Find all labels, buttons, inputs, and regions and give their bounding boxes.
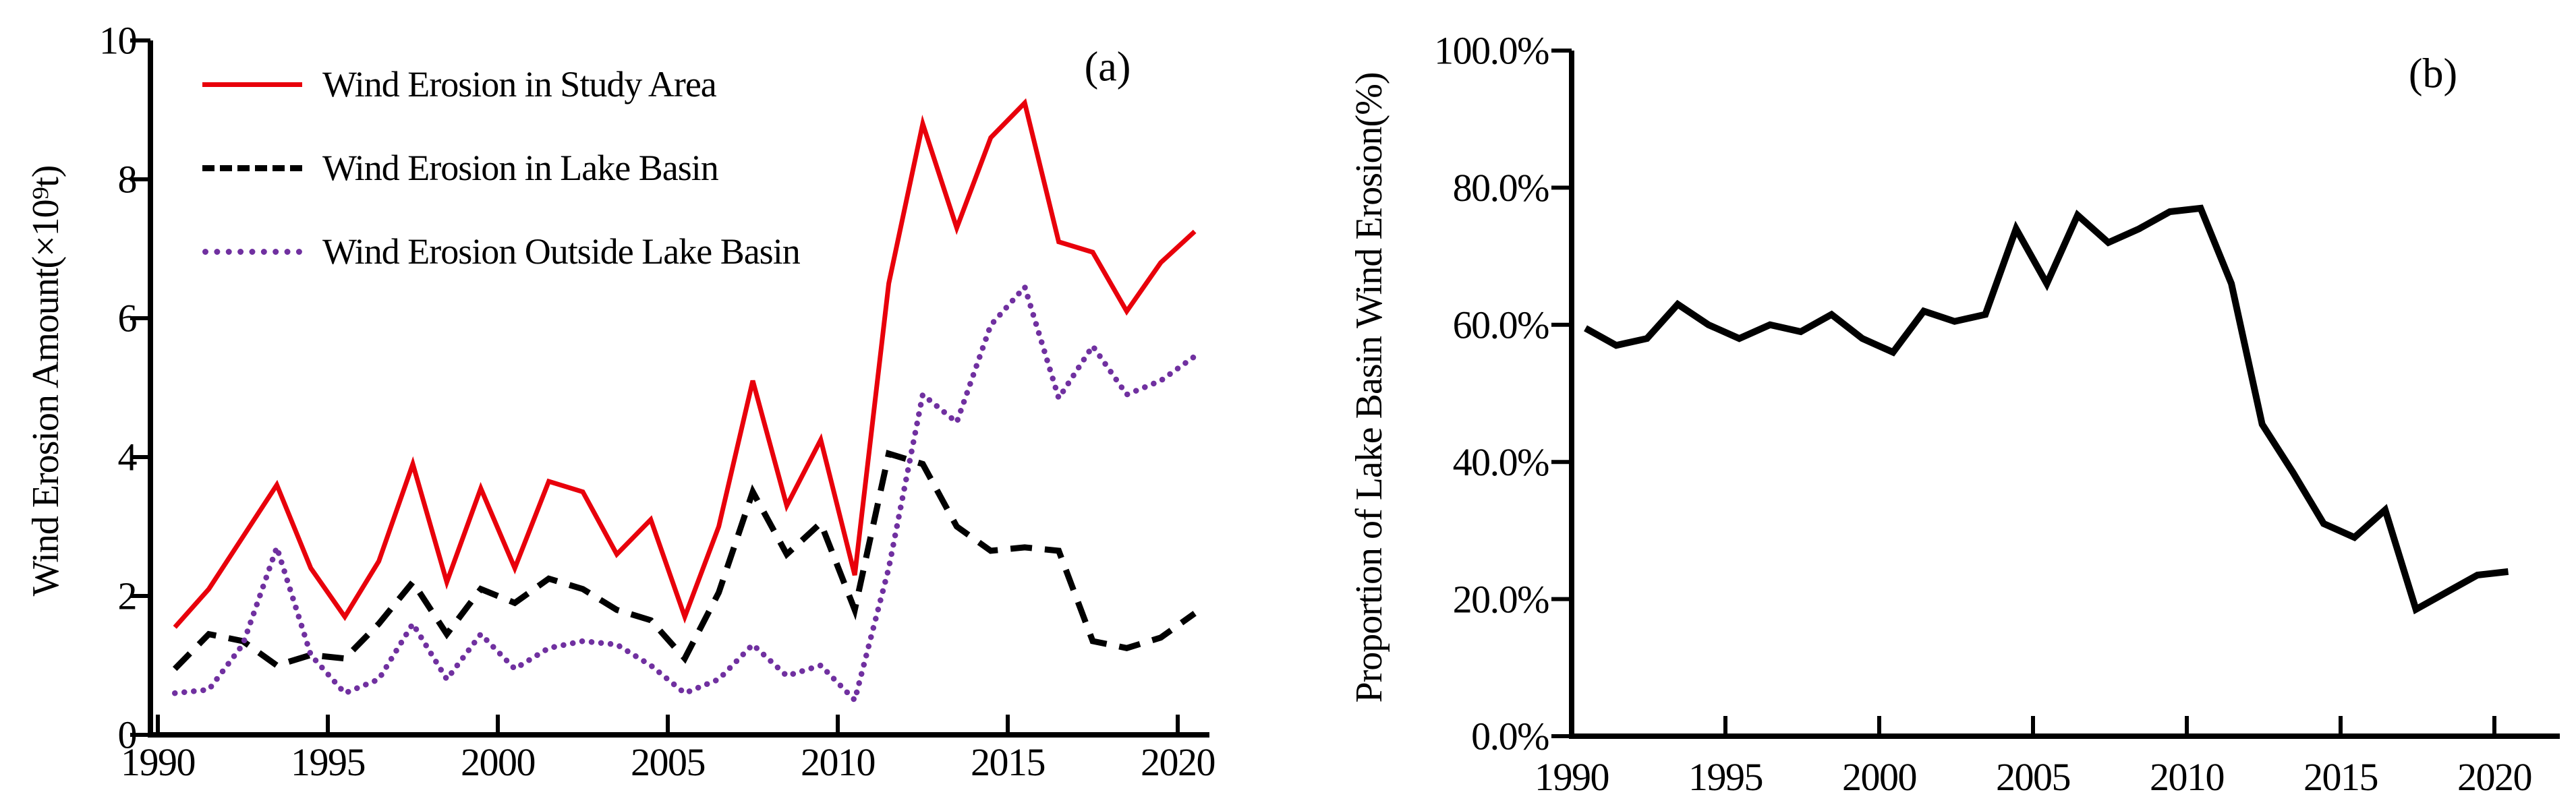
panel-a-y-tick-label: 0 [118, 713, 137, 757]
panel-b-axis [1569, 51, 2560, 739]
panel-a-tag: (a) [1084, 44, 1131, 90]
panel-b-y-tick-label: 0.0% [1471, 715, 1549, 758]
series-wind-erosion-in-lake-basin [172, 450, 1197, 671]
panel-a-x-tick-label: 2010 [801, 740, 875, 784]
dashed-black-line-icon [202, 164, 302, 171]
panel-a-y-tick-label: 2 [118, 574, 137, 618]
panel-b-x-tick-label: 2005 [1996, 755, 2070, 799]
legend-item-study-area: Wind Erosion in Study Area [202, 64, 800, 104]
panel-b-x-tick-label: 1995 [1688, 755, 1763, 799]
panel-b-y-axis-title: Proportion of Lake Basin Wind Erosion(%) [1348, 72, 1390, 703]
panel-b-y-tick-label: 80.0% [1453, 166, 1549, 210]
panel-b-y-tick-label: 40.0% [1453, 440, 1549, 484]
panel-b-x-tick-label: 2020 [2457, 755, 2531, 799]
panel-a-x-tick-label: 1990 [121, 740, 195, 784]
panel-a-y-tick-label: 10 [99, 19, 136, 63]
series-wind-erosion-in-study-area [173, 98, 1197, 629]
panel-b-y-tick-label: 100.0% [1434, 29, 1549, 73]
panel-a-y-tick-label: 4 [118, 436, 138, 479]
panel-a-y-axis-title: Wind Erosion Amount(×10⁹t) [25, 165, 67, 597]
legend-label: Wind Erosion in Lake Basin [322, 148, 719, 188]
legend-item-outside-basin: Wind Erosion Outside Lake Basin [202, 231, 801, 272]
panel-a-x-tick-label: 2000 [461, 740, 535, 784]
panel-b-y-tick-label: 20.0% [1453, 577, 1549, 621]
panel-a-x-tick-label: 2020 [1141, 740, 1215, 784]
solid-red-line-icon [202, 82, 302, 87]
panel-a-x-tick-label: 1995 [291, 740, 365, 784]
panel-a-x-tick-label: 2005 [631, 740, 705, 784]
panel-b-x-tick-label: 2015 [2303, 755, 2378, 799]
legend: Wind Erosion in Study Area Wind Erosion … [202, 64, 801, 272]
panel-b-x-tick-label: 2000 [1842, 755, 1916, 799]
panel-a-x-tick-label: 2015 [971, 740, 1045, 784]
legend-item-lake-basin: Wind Erosion in Lake Basin [202, 148, 800, 188]
panel-b-tag: (b) [2408, 51, 2458, 97]
panel-b-y-tick-label: 60.0% [1453, 303, 1549, 347]
panel-b-x-tick-label: 1990 [1535, 755, 1609, 799]
legend-label: Wind Erosion in Study Area [322, 64, 717, 104]
panel-a-y-tick-label: 6 [118, 297, 137, 340]
legend-label: Wind Erosion Outside Lake Basin [322, 231, 801, 272]
series-wind-erosion-outside-lake-basin [171, 281, 1198, 706]
panel-a-y-tick-label: 8 [118, 158, 137, 202]
series-proportion-of-lake-basin-wind-erosion [1584, 204, 2509, 615]
dotted-purple-line-icon [202, 248, 302, 255]
panel-b-x-tick-label: 2010 [2150, 755, 2224, 799]
